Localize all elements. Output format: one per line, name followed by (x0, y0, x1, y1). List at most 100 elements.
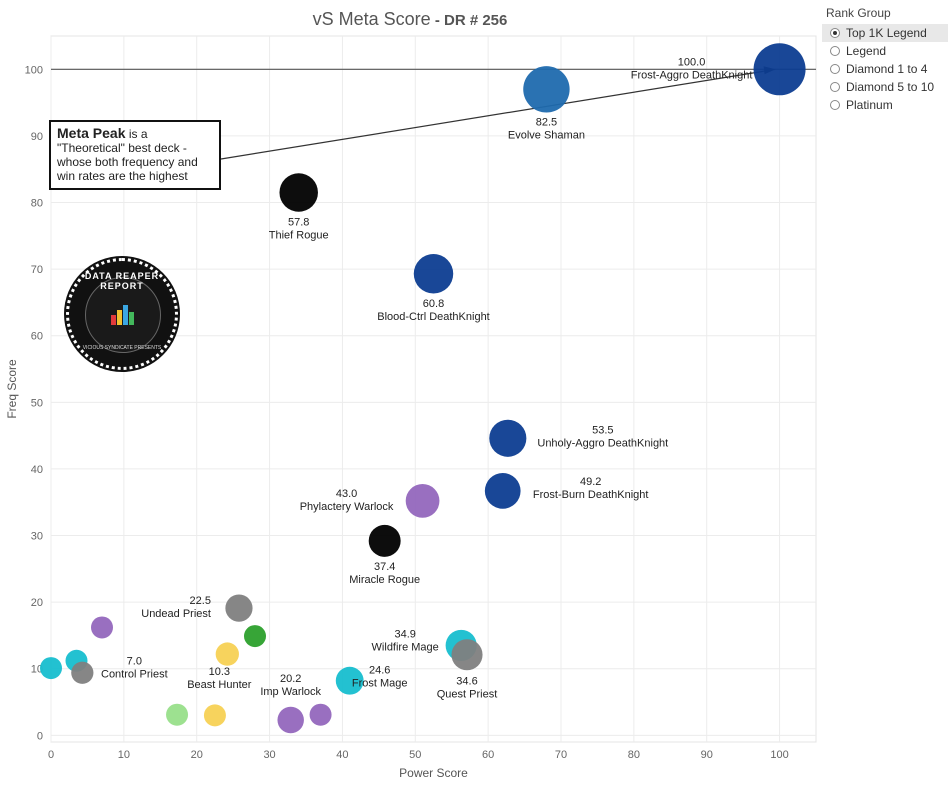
point-name-label: Undead Priest (141, 608, 211, 620)
y-tick-label: 80 (31, 198, 43, 210)
point-name-label: Evolve Shaman (508, 129, 585, 141)
rank-option-diamond-5-10[interactable]: Diamond 5 to 10 (822, 78, 948, 96)
point-name-label: Quest Priest (437, 689, 498, 701)
data-point (215, 642, 239, 666)
annotation-arrow-line (220, 68, 776, 160)
rank-option-platinum[interactable]: Platinum (822, 96, 948, 114)
rank-option-label: Top 1K Legend (846, 26, 927, 40)
x-tick-label: 10 (118, 749, 130, 761)
x-tick-label: 90 (701, 749, 713, 761)
rank-option-top-1k-legend[interactable]: Top 1K Legend (822, 24, 948, 42)
rank-option-label: Platinum (846, 98, 893, 112)
data-point (279, 173, 318, 212)
x-tick-label: 0 (48, 749, 54, 761)
point-score-label: 100.0 (678, 56, 706, 68)
radio-icon (830, 64, 840, 74)
point-score-label: 34.9 (394, 628, 415, 640)
data-reaper-logo: DATA REAPER REPORT VICIOUS SYNDICATE PRE… (66, 258, 178, 370)
data-point (203, 704, 226, 727)
rank-option-label: Diamond 1 to 4 (846, 62, 928, 76)
data-point (368, 524, 401, 557)
data-point (277, 706, 304, 734)
rank-group-title: Rank Group (826, 6, 891, 20)
point-score-label: 7.0 (127, 656, 142, 668)
y-tick-label: 50 (31, 397, 43, 409)
point-name-label: Wildfire Mage (372, 641, 439, 653)
x-tick-label: 80 (628, 749, 640, 761)
point-name-label: Frost-Aggro DeathKnight (631, 69, 753, 81)
logo-bars-icon (111, 303, 135, 325)
x-tick-label: 20 (191, 749, 203, 761)
y-tick-label: 10 (31, 664, 43, 676)
point-score-label: 34.6 (456, 676, 477, 688)
x-tick-label: 40 (336, 749, 348, 761)
point-score-label: 20.2 (280, 673, 301, 685)
data-point (753, 43, 806, 96)
annotation-strong: Meta Peak (57, 125, 126, 141)
radio-icon (830, 46, 840, 56)
data-point (523, 66, 570, 113)
logo-text: DATA REAPER REPORT (84, 271, 160, 291)
chart-title: vS Meta Score - DR # 256 (0, 9, 820, 30)
y-tick-label: 40 (31, 464, 43, 476)
data-point (91, 616, 113, 639)
data-point (71, 661, 94, 684)
point-name-label: Miracle Rogue (349, 574, 420, 586)
rank-option-diamond-1-4[interactable]: Diamond 1 to 4 (822, 60, 948, 78)
scatter-plot: 0 10 20 30 40 50 60 70 80 90 100 0 10 20 30 40 50 60 70 80 9… (5, 35, 817, 780)
rank-option-label: Diamond 5 to 10 (846, 80, 935, 94)
point-name-label: Thief Rogue (269, 230, 329, 242)
data-point (413, 254, 454, 294)
point-name-label: Unholy-Aggro DeathKnight (537, 437, 668, 449)
y-tick-label: 100 (25, 64, 43, 76)
point-score-label: 60.8 (423, 298, 444, 310)
data-point (225, 594, 253, 622)
data-point (244, 625, 266, 648)
radio-icon (830, 100, 840, 110)
point-name-label: Phylactery Warlock (300, 501, 394, 513)
chart-title-sub: - DR # 256 (430, 12, 508, 29)
point-name-label: Imp Warlock (260, 686, 321, 698)
x-tick-label: 30 (263, 749, 275, 761)
logo-subtext: VICIOUS SYNDICATE PRESENTS (82, 345, 162, 351)
meta-peak-annotation: Meta Peak is a "Theoretical" best deck -… (49, 120, 221, 190)
point-name-label: Frost Mage (352, 678, 408, 690)
x-tick-label: 50 (409, 749, 421, 761)
data-point (309, 703, 332, 726)
chart-title-main: vS Meta Score (312, 9, 431, 29)
point-score-label: 49.2 (580, 476, 601, 488)
point-score-label: 82.5 (536, 116, 557, 128)
point-score-label: 37.4 (374, 561, 395, 573)
point-score-label: 57.8 (288, 217, 309, 229)
data-point (489, 419, 527, 457)
y-tick-label: 90 (31, 131, 43, 143)
y-tick-label: 70 (31, 264, 43, 276)
point-score-label: 24.6 (369, 665, 390, 677)
point-name-label: Control Priest (101, 669, 168, 681)
y-tick-label: 30 (31, 531, 43, 543)
y-tick-label: 60 (31, 331, 43, 343)
data-point (405, 484, 440, 518)
point-score-label: 53.5 (592, 424, 613, 436)
annotation-text: is a "Theoretical" best deck - whose bot… (57, 127, 198, 183)
point-name-label: Blood-Ctrl DeathKnight (377, 311, 490, 323)
x-tick-label: 70 (555, 749, 567, 761)
rank-option-label: Legend (846, 44, 887, 58)
rank-group-filter: Rank Group Top 1K Legend Legend Diamond … (822, 4, 948, 114)
point-name-label: Beast Hunter (187, 679, 252, 691)
x-axis-label: Power Score (399, 766, 468, 780)
data-point (484, 473, 521, 509)
y-tick-label: 20 (31, 597, 43, 609)
x-tick-label: 100 (770, 749, 788, 761)
data-point (40, 657, 62, 680)
data-point (166, 703, 189, 726)
x-tick-label: 60 (482, 749, 494, 761)
point-name-label: Frost-Burn DeathKnight (533, 489, 649, 501)
point-score-label: 22.5 (190, 595, 211, 607)
rank-option-legend[interactable]: Legend (822, 42, 948, 60)
data-point (335, 666, 364, 695)
radio-icon (830, 28, 840, 38)
y-tick-label: 0 (37, 730, 43, 742)
radio-icon (830, 82, 840, 92)
point-score-label: 43.0 (336, 488, 357, 500)
